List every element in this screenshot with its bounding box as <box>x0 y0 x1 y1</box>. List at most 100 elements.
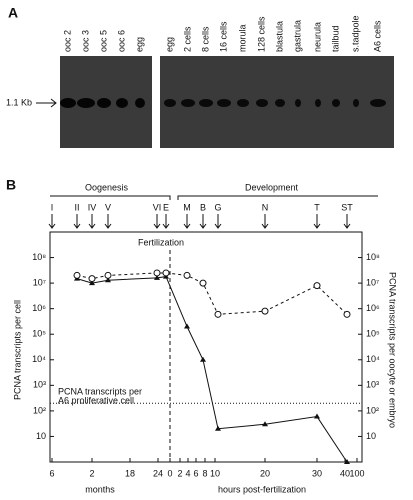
x-tick-label: 40 <box>340 468 350 478</box>
lane-label: A6 cells <box>372 20 382 52</box>
stage-arrow <box>88 214 96 229</box>
lane-label: 16 cells <box>218 21 228 52</box>
blot-band <box>60 98 76 108</box>
blot-band <box>353 99 359 107</box>
blot-band <box>295 99 301 107</box>
blot-band <box>199 99 213 107</box>
lane-label: egg <box>164 37 174 52</box>
stage-arrow <box>261 214 269 229</box>
data-point <box>343 310 351 318</box>
y2-tick-label: 10 <box>366 431 376 441</box>
data-point <box>154 274 160 280</box>
stage-arrow <box>199 214 207 229</box>
data-point <box>162 269 170 277</box>
stage-label: N <box>262 202 269 212</box>
y-tick-label: 10² <box>33 405 46 415</box>
x-tick-label: 30 <box>312 468 322 478</box>
y2-tick-label: 10³ <box>366 380 379 390</box>
panel-label: B <box>6 177 16 193</box>
x-tick-label: 2 <box>89 468 94 478</box>
lane-label: ooc 6 <box>116 30 126 52</box>
lane-label: neurula <box>312 22 322 52</box>
series-line <box>76 272 348 315</box>
blot-band <box>135 98 145 108</box>
lane-label: tailbud <box>330 25 340 52</box>
x-axis-label: months <box>85 484 115 494</box>
data-point <box>261 307 269 315</box>
panel-label: A <box>8 5 18 21</box>
blot-band <box>164 99 176 107</box>
stage-arrow <box>343 214 351 229</box>
stage-label: V <box>105 202 111 212</box>
stage-label: G <box>214 202 221 212</box>
marker-label: 1.1 Kb <box>6 97 32 107</box>
stage-label: B <box>200 202 206 212</box>
y2-tick-label: 10⁴ <box>366 354 380 364</box>
blot-band <box>77 98 95 108</box>
blot-band <box>332 99 340 107</box>
lane-label: morula <box>237 24 247 52</box>
blot-band <box>181 99 195 107</box>
stage-arrow <box>313 214 321 229</box>
data-point <box>344 459 350 464</box>
group-label: Development <box>245 182 299 192</box>
blot-band <box>116 98 128 108</box>
data-point <box>183 271 191 279</box>
y-axis-label: PCNA transcripts per cell <box>12 300 22 400</box>
lane-label: ooc 2 <box>62 30 72 52</box>
stage-arrow <box>153 214 161 229</box>
stage-arrow <box>48 214 56 229</box>
group-bracket <box>50 195 378 200</box>
data-point <box>153 269 161 277</box>
blot-band <box>237 99 249 107</box>
y-tick-label: 10⁶ <box>32 303 46 313</box>
data-point <box>184 323 190 329</box>
stage-arrow <box>183 214 191 229</box>
stage-label: E <box>163 202 169 212</box>
data-point <box>199 279 207 287</box>
x-tick-label: 24 <box>153 468 163 478</box>
y2-tick-label: 10⁸ <box>366 252 380 262</box>
lane-label: 8 cells <box>200 26 210 52</box>
data-point <box>73 271 81 279</box>
x-tick-label: 6 <box>49 468 54 478</box>
data-point <box>200 356 206 362</box>
data-point <box>89 280 95 286</box>
stage-label: I <box>51 202 54 212</box>
y-tick-label: 10⁴ <box>32 354 46 364</box>
x-tick-label: 4 <box>185 468 190 478</box>
blot-band <box>275 99 285 107</box>
x-tick-label: 6 <box>193 468 198 478</box>
y2-tick-label: 10⁷ <box>366 277 379 287</box>
y-tick-label: 10 <box>36 431 46 441</box>
data-point <box>314 413 320 419</box>
lane-label: blastula <box>274 21 284 52</box>
y-tick-label: 10⁷ <box>33 277 46 287</box>
stage-label: T <box>314 202 320 212</box>
x-tick-label: 8 <box>202 468 207 478</box>
stage-label: ST <box>341 202 353 212</box>
blot-band <box>97 98 111 108</box>
stage-arrow <box>73 214 81 229</box>
stage-arrow <box>162 214 170 229</box>
data-point <box>105 277 111 283</box>
data-point <box>214 310 222 318</box>
blot-band <box>256 99 268 107</box>
lane-label: ooc 3 <box>80 30 90 52</box>
x-tick-label: 2 <box>177 468 182 478</box>
lane-label: s.tadpole <box>350 15 360 52</box>
plot-frame <box>49 231 363 463</box>
reference-label: PCNA transcripts per <box>58 386 142 396</box>
stage-arrow <box>214 214 222 229</box>
y-axis-label: PCNA transcripts per oocyte or embryo <box>388 272 398 428</box>
blot-band <box>315 99 321 107</box>
y-tick-label: 10⁵ <box>32 329 46 339</box>
data-point <box>104 271 112 279</box>
series-line <box>76 276 348 463</box>
stage-label: IV <box>88 202 97 212</box>
x-tick-label: 18 <box>125 468 135 478</box>
group-label: Oogenesis <box>85 182 129 192</box>
x-tick-label: 10 <box>210 468 220 478</box>
lane-label: egg <box>134 37 144 52</box>
